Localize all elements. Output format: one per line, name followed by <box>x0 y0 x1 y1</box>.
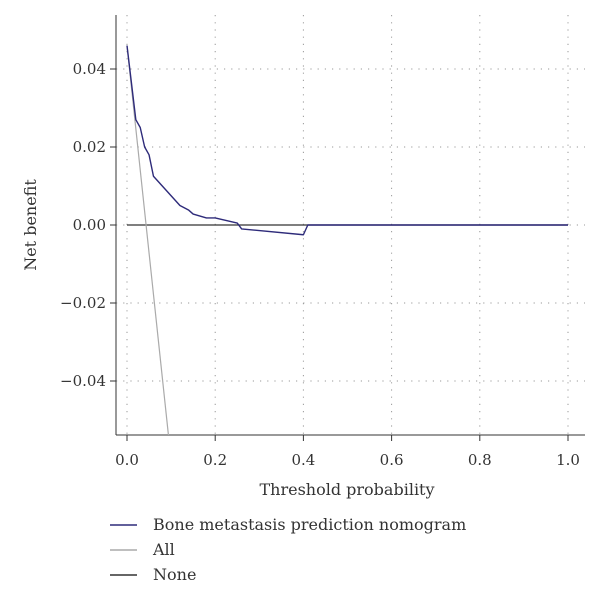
y-tick-label-4: 0.04 <box>73 60 106 78</box>
y-tick-label-3: 0.02 <box>73 138 106 156</box>
y-tick-label-2: 0.00 <box>73 216 106 234</box>
legend-label-all: All <box>152 540 175 559</box>
x-tick-label-1: 0.2 <box>203 451 227 469</box>
series-line-all <box>126 45 170 435</box>
series-lines <box>126 45 568 435</box>
legend-label-none: None <box>153 565 196 584</box>
x-axis-label: Threshold probability <box>259 480 434 499</box>
y-tick-label-1: −0.02 <box>60 294 106 312</box>
series-line-bone-metastasis-prediction-nomogram <box>126 45 568 236</box>
y-axis-label: Net benefit <box>21 179 40 271</box>
x-tick-label-0: 0.0 <box>115 451 139 469</box>
x-tick-label-5: 1.0 <box>556 451 580 469</box>
x-axis-ticks: 0.0 0.2 0.4 0.6 0.8 1.0 <box>115 435 580 469</box>
legend: Bone metastasis prediction nomogram All No… <box>110 515 466 584</box>
legend-label-bone-metastasis-prediction-nomogram: Bone metastasis prediction nomogram <box>153 515 466 534</box>
x-tick-label-2: 0.4 <box>291 451 315 469</box>
y-axis-ticks: −0.04 −0.02 0.00 0.02 0.04 <box>60 60 116 390</box>
x-tick-label-4: 0.8 <box>468 451 492 469</box>
y-tick-label-0: −0.04 <box>60 372 106 390</box>
x-tick-label-3: 0.6 <box>380 451 404 469</box>
